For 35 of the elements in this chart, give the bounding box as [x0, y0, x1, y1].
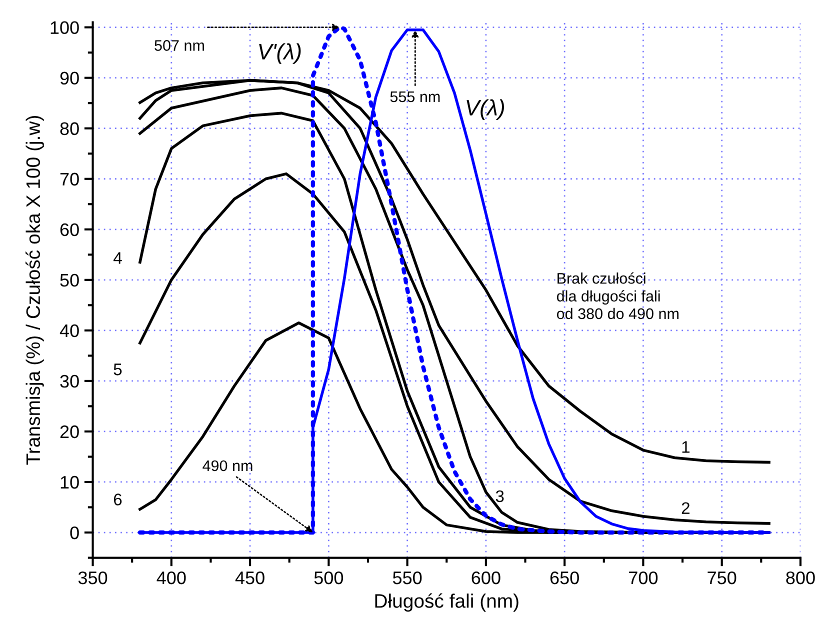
x-tick-label: 600	[472, 571, 500, 584]
x-tick-label: 550	[392, 571, 422, 584]
x-tick-label: 650	[550, 571, 579, 584]
series-label: V'(λ)	[259, 43, 301, 64]
annotation: 507 nm	[154, 40, 204, 51]
series-label: V(λ)	[466, 99, 504, 120]
series-label: 5	[114, 364, 122, 376]
x-axis-title: Długość fali (nm)	[375, 593, 518, 612]
series-label: 2	[682, 502, 690, 514]
x-tick-label: 400	[156, 571, 186, 584]
annotation: 555 nm	[390, 92, 440, 102]
x-tick-label: 800	[786, 571, 815, 584]
y-tick-label: 100	[50, 21, 79, 34]
series-label: 4	[113, 252, 122, 264]
x-tick-label: 700	[629, 571, 658, 584]
annotation: Brak czułości dla długości fali od 380 do 490 nm	[556, 272, 678, 320]
y-tick-label: 10	[60, 476, 79, 489]
x-tick-label: 500	[314, 571, 344, 584]
y-tick-label: 20	[60, 425, 79, 438]
y-tick-label: 30	[60, 374, 79, 388]
y-tick-label: 40	[60, 324, 79, 338]
y-axis-title: Transmisja (%) / Czułość oka X 100 (j.w)	[26, 116, 44, 465]
y-tick-label: 50	[60, 274, 79, 287]
y-tick-label: 0	[70, 526, 79, 540]
y-tick-label: 90	[60, 72, 79, 85]
x-tick-label: 450	[235, 571, 264, 584]
y-tick-label: 60	[60, 223, 79, 236]
series-label: 1	[682, 441, 690, 453]
y-tick-label: 80	[60, 122, 79, 136]
series-label: 3	[496, 490, 504, 502]
x-tick-label: 350	[78, 571, 108, 584]
y-tick-label: 70	[60, 172, 79, 186]
x-tick-label: 750	[708, 571, 736, 584]
annotation: 490 nm	[202, 460, 252, 472]
series-label: 6	[114, 494, 122, 506]
